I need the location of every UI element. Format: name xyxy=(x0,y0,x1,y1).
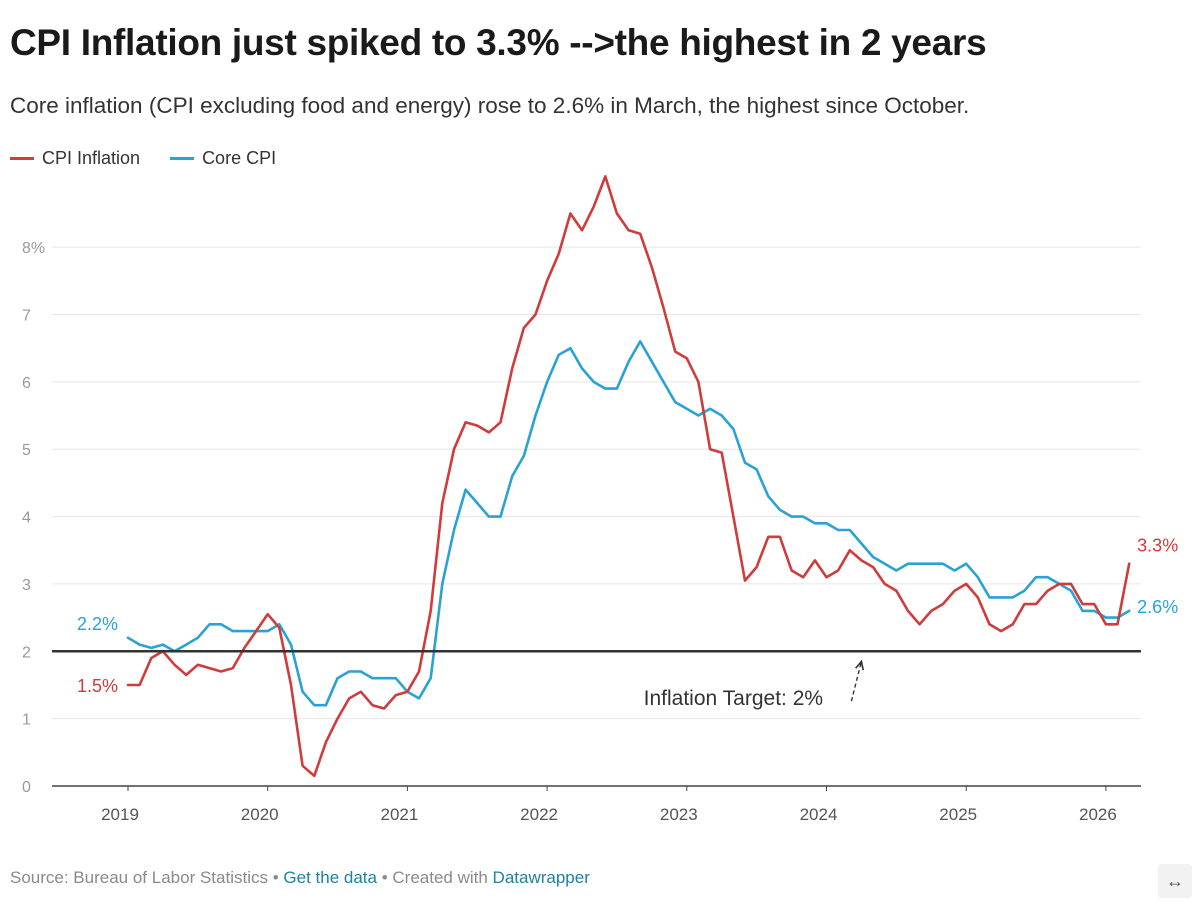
y-tick-label: 6 xyxy=(22,375,31,392)
chart-footer: Source: Bureau of Labor Statistics • Get… xyxy=(10,868,590,888)
footer-separator-2: • xyxy=(376,868,393,887)
x-tick-label: 2024 xyxy=(800,805,838,824)
annotation-arrowhead xyxy=(855,659,865,671)
annotation-text: Inflation Target: 2% xyxy=(644,687,823,710)
legend-swatch-core xyxy=(170,157,195,160)
end-label-core: 2.6% xyxy=(1137,597,1178,617)
legend-item-cpi: CPI Inflation xyxy=(10,148,140,169)
legend-label-core: Core CPI xyxy=(202,148,277,168)
x-tick-label: 2020 xyxy=(241,805,279,824)
x-tick-label: 2025 xyxy=(939,805,977,824)
y-tick-label: 4 xyxy=(22,510,31,527)
created-with-text: Created with xyxy=(392,868,493,887)
y-tick-label: 3 xyxy=(22,577,31,594)
y-tick-label: 7 xyxy=(22,308,31,325)
y-tick-label: 0 xyxy=(22,779,31,796)
source-text: Source: Bureau of Labor Statistics xyxy=(10,868,268,887)
legend-label-cpi: CPI Inflation xyxy=(42,148,141,168)
x-tick-label: 2019 xyxy=(101,805,139,824)
series-line-cpi-inflation xyxy=(126,175,1131,778)
get-data-link[interactable]: Get the data xyxy=(283,868,377,887)
y-tick-label: 8% xyxy=(22,240,45,257)
x-tick-label: 2022 xyxy=(520,805,558,824)
chart-legend: CPI Inflation Core CPI xyxy=(10,148,276,169)
y-tick-label: 5 xyxy=(22,442,31,459)
y-tick-label: 1 xyxy=(22,712,31,729)
chart-title: CPI Inflation just spiked to 3.3% -->the… xyxy=(10,22,987,63)
legend-swatch-cpi xyxy=(10,157,34,160)
x-tick-label: 2023 xyxy=(660,805,698,824)
end-label-cpi: 3.3% xyxy=(1137,536,1178,556)
footer-separator: • xyxy=(267,868,284,887)
x-tick-label: 2026 xyxy=(1079,805,1117,824)
y-tick-label: 2 xyxy=(22,644,31,661)
start-label-cpi: 1.5% xyxy=(77,676,118,696)
start-label-core: 2.2% xyxy=(77,614,118,634)
series-line-core-cpi xyxy=(126,340,1131,707)
expand-icon[interactable]: ↔ xyxy=(1158,864,1192,898)
x-tick-label: 2021 xyxy=(380,805,418,824)
line-chart: 0 1 2 3 4 5 6 7 8% 2019 2020 2021 2022 2023 2024 2025 20… xyxy=(22,175,1178,824)
chart-subtitle: Core inflation (CPI excluding food and e… xyxy=(10,93,970,118)
legend-item-core: Core CPI xyxy=(170,148,276,169)
datawrapper-link[interactable]: Datawrapper xyxy=(492,868,590,887)
